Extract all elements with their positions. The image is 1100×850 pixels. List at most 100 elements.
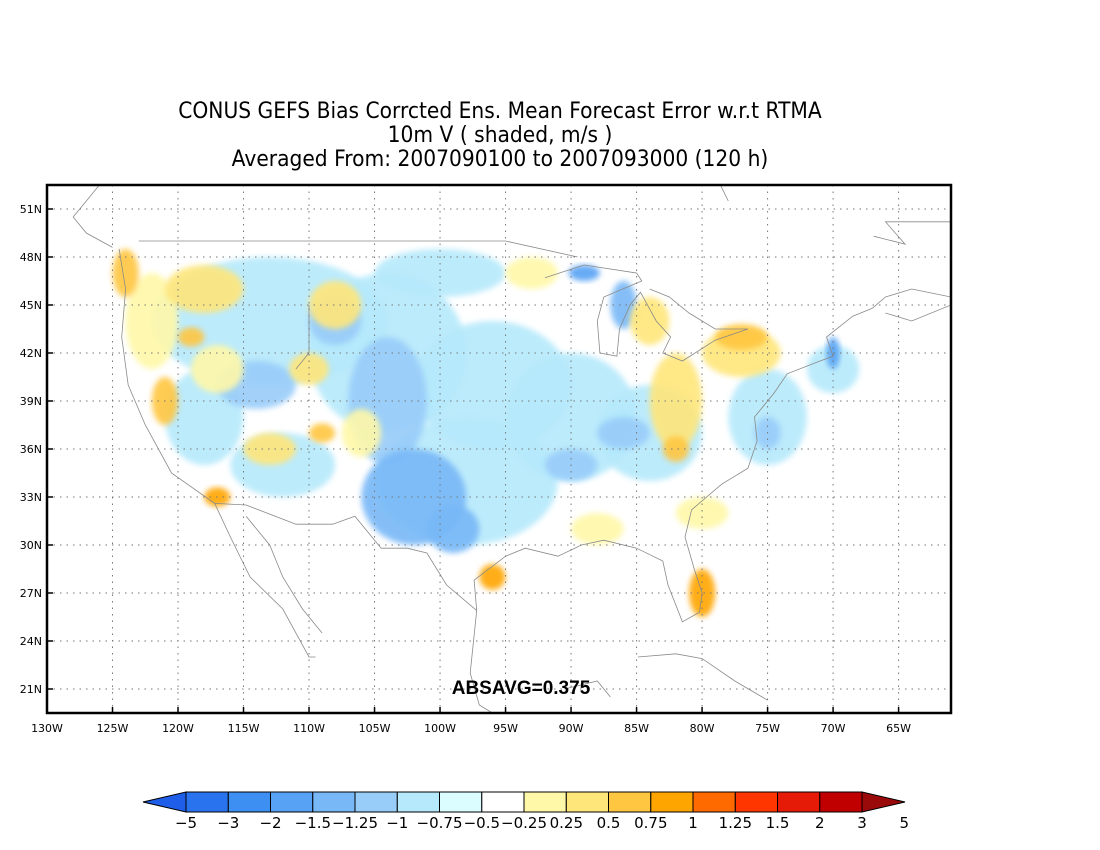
error-field-shading xyxy=(112,249,860,617)
colorbar-box xyxy=(312,791,356,813)
latitude-axis: 21N 24N 27N 30N 33N 36N 39N 42N 45N 48N 51N xyxy=(20,203,53,696)
title-line-3: Averaged From: 2007090100 to 2007093000 … xyxy=(231,147,769,172)
field-patch xyxy=(630,297,670,345)
colorbar-box xyxy=(523,791,567,813)
field-patch xyxy=(597,417,650,449)
field-patch xyxy=(164,265,244,313)
title-line-2: 10m V ( shaded, m/s ) xyxy=(387,123,613,148)
field-patch xyxy=(479,564,506,590)
lon-tick-label: 70W xyxy=(821,722,846,735)
colorbar-label: −1 xyxy=(386,814,408,832)
coastline xyxy=(245,515,323,634)
colorbar-box xyxy=(227,791,272,813)
colorbar-box xyxy=(396,791,441,813)
colorbar-box xyxy=(481,791,525,813)
field-patch xyxy=(610,281,637,329)
colorbar-label: 1 xyxy=(688,814,698,832)
colorbar-box xyxy=(565,791,610,813)
lat-tick-label: 33N xyxy=(20,491,42,504)
colorbar-label: −5 xyxy=(175,814,197,832)
lat-tick-label: 45N xyxy=(20,299,42,312)
colorbar-box xyxy=(734,791,779,813)
colorbar-label: 0.5 xyxy=(597,814,621,832)
colorbar-box xyxy=(439,791,483,813)
lon-tick-label: 125W xyxy=(97,722,129,735)
colorbar-label: 0.25 xyxy=(550,814,583,832)
colorbar-label: −0.75 xyxy=(417,814,463,832)
colorbar-label: 0.75 xyxy=(634,814,667,832)
coastline xyxy=(295,305,310,370)
lon-tick-label: 85W xyxy=(624,722,649,735)
lon-tick-label: 120W xyxy=(162,722,194,735)
lon-tick-label: 65W xyxy=(886,722,911,735)
colorbar-box xyxy=(270,791,314,813)
lon-tick-label: 100W xyxy=(424,722,456,735)
coastline xyxy=(873,221,951,245)
colorbar-label: −0.25 xyxy=(501,814,547,832)
colorbar-label: 3 xyxy=(857,814,867,832)
field-patch xyxy=(715,324,768,350)
coastline xyxy=(637,653,768,701)
lon-tick-label: 95W xyxy=(493,722,518,735)
field-patch xyxy=(662,436,690,462)
colorbar-label: −1.5 xyxy=(295,814,331,832)
field-patch xyxy=(191,345,244,393)
coastline xyxy=(885,304,951,322)
lat-tick-label: 21N xyxy=(20,683,42,696)
lat-tick-label: 30N xyxy=(20,539,42,552)
lon-tick-label: 75W xyxy=(755,722,780,735)
lon-tick-label: 115W xyxy=(228,722,260,735)
lon-tick-label: 130W xyxy=(31,722,63,735)
lon-tick-label: 90W xyxy=(559,722,584,735)
coastline xyxy=(872,288,951,309)
field-patch xyxy=(178,327,205,347)
colorbar-labels: −5 −3 −2 −1.5 −1.25 −1 −0.75 −0.5 −0.25 0.25 0.5 0.… xyxy=(175,814,909,832)
colorbar-box xyxy=(819,791,863,813)
lat-tick-label: 51N xyxy=(20,203,42,216)
field-patch xyxy=(125,273,178,369)
colorbar-right-arrow xyxy=(861,791,906,813)
coastline xyxy=(564,680,611,698)
longitude-axis: 130W 125W 120W 115W 110W 105W 100W 95W 90W 85W 80W… xyxy=(31,707,911,735)
field-patch xyxy=(374,249,506,297)
field-patch xyxy=(826,337,840,369)
coastline xyxy=(72,185,113,248)
field-patch xyxy=(341,409,382,457)
field-patch xyxy=(243,433,296,465)
coastline xyxy=(138,240,578,258)
map-plot: 130W 125W 120W 115W 110W 105W 100W 95W 90W 85W 80W… xyxy=(20,183,953,735)
lat-tick-label: 24N xyxy=(20,635,42,648)
colorbar-box xyxy=(354,791,398,813)
field-patch xyxy=(426,505,480,553)
lat-tick-label: 27N xyxy=(20,587,42,600)
field-patch xyxy=(289,353,329,385)
graticule-grid xyxy=(47,185,951,713)
lat-tick-label: 48N xyxy=(20,251,42,264)
lat-tick-label: 36N xyxy=(20,443,42,456)
colorbar-label: 1.5 xyxy=(766,814,790,832)
field-patch xyxy=(571,513,624,545)
field-patch xyxy=(568,265,600,281)
coastline-outlines xyxy=(72,185,951,713)
colorbar-box xyxy=(777,791,821,813)
coastline xyxy=(214,503,477,611)
title-line-1: CONUS GEFS Bias Corrcted Ens. Mean Forec… xyxy=(178,99,822,124)
colorbar-box xyxy=(608,791,652,813)
lat-tick-label: 39N xyxy=(20,395,42,408)
colorbar-box xyxy=(650,791,694,813)
coastline xyxy=(473,307,873,623)
colorbar-label: 1.25 xyxy=(719,814,752,832)
field-patch xyxy=(309,281,362,329)
coastline xyxy=(469,610,493,713)
field-patch xyxy=(309,423,336,443)
colorbar-label: 5 xyxy=(900,814,910,832)
lon-tick-label: 105W xyxy=(359,722,391,735)
coastline xyxy=(719,185,729,202)
colorbar-label: 2 xyxy=(815,814,825,832)
colorbar-label: −1.25 xyxy=(332,814,378,832)
lon-tick-label: 80W xyxy=(690,722,715,735)
coastline xyxy=(544,264,749,362)
field-patch xyxy=(112,249,139,297)
coastline xyxy=(118,248,316,658)
colorbar-boxes xyxy=(142,791,906,813)
